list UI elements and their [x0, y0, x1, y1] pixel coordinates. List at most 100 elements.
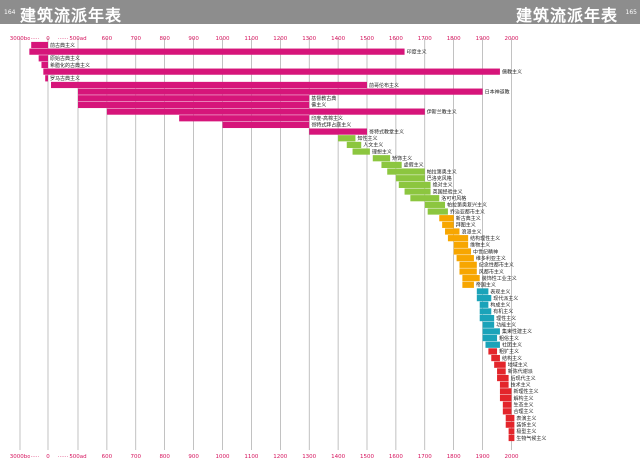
tick-label-top: 1200 — [273, 36, 287, 42]
timeline-bar — [447, 235, 469, 242]
timeline-bar — [499, 394, 512, 402]
timeline-bar — [45, 75, 48, 82]
timeline-bar — [372, 155, 391, 162]
bar-label: 绝对主义 — [433, 182, 453, 189]
timeline-bar — [51, 81, 367, 89]
bar-label: 结构理性主义 — [470, 235, 500, 242]
bar-label: 社团主义 — [502, 342, 522, 349]
bar-label: 前古典主义 — [50, 42, 75, 49]
timeline-bar — [427, 208, 448, 215]
bar-label: 伊斯兰教主义 — [427, 108, 457, 115]
timeline-bar — [352, 148, 370, 155]
bar-label: 新理性主义 — [514, 388, 539, 395]
tick-label-top: 1300 — [302, 36, 316, 42]
timeline-bar — [494, 361, 506, 368]
bar-label: 巴洛克风格 — [427, 175, 452, 182]
tick-label-bottom: 1200 — [273, 454, 287, 460]
tick-label-bottom: 1300 — [302, 454, 316, 460]
bar-label: 生态主义 — [514, 401, 534, 408]
bar-label: 乔治亚都市主义 — [450, 208, 485, 215]
page-number-left: 164 — [4, 9, 16, 16]
timeline-bar — [424, 201, 446, 208]
timeline-bar — [479, 315, 495, 322]
timeline-bar — [488, 348, 498, 355]
timeline-bar — [338, 135, 356, 142]
axis-break-bottom: ······ — [29, 454, 40, 460]
timeline-bar — [29, 48, 405, 55]
bar-label: 原始古典主义 — [50, 55, 80, 62]
tick-label-bottom: 1400 — [331, 454, 345, 460]
timeline-bar — [410, 195, 440, 202]
timeline-bar — [398, 181, 431, 188]
timeline-bar — [346, 141, 362, 149]
bar-label: 粗俗主义 — [499, 335, 519, 342]
timeline-bar — [38, 55, 48, 62]
tick-label-top: 2000 — [505, 36, 519, 42]
bar-label: 表现主义 — [490, 288, 510, 295]
timeline-bar — [442, 221, 454, 228]
bar-label: 日本神道教 — [485, 88, 510, 95]
bar-label: 哥特式教堂主义 — [369, 128, 404, 135]
timeline-bar — [78, 101, 310, 109]
bar-label: 理性主义 — [496, 315, 516, 322]
tick-label-bottom: 700 — [131, 454, 142, 460]
tick-label-bottom: 0 — [46, 454, 50, 460]
timeline-bar — [502, 408, 512, 415]
bar-label: 前哥伦布主义 — [369, 82, 399, 89]
timeline-bar — [476, 288, 489, 295]
timeline-bar — [476, 295, 492, 302]
bar-label: 技术主义 — [511, 382, 531, 389]
bar-label: 装饰性工业主义 — [482, 275, 517, 282]
bar-label: 人文主义 — [363, 142, 383, 149]
tick-label-top: 1600 — [389, 36, 403, 42]
tick-label-bottom: 900 — [188, 454, 199, 460]
page-header: 164 建筑流派年表 建筑流派年表 165 — [0, 0, 640, 25]
tick-label-top: 0 — [46, 36, 50, 42]
tick-label-bottom: 800 — [159, 454, 170, 460]
tick-label-bottom: 600 — [102, 454, 113, 460]
timeline-bar — [508, 434, 515, 442]
timeline-bar — [491, 354, 500, 362]
tick-label-bottom: 500ad — [69, 454, 86, 460]
tick-label-top: 500ad — [69, 36, 86, 42]
tick-label-top: 1100 — [244, 36, 258, 42]
timeline-bar — [497, 368, 506, 375]
tick-label-bottom: 1800 — [447, 454, 461, 460]
timeline-bar — [387, 168, 425, 175]
tick-label-bottom: 1100 — [244, 454, 258, 460]
tick-label-top: 700 — [131, 36, 142, 42]
page-number-right: 165 — [625, 9, 637, 16]
timeline-bar — [453, 241, 469, 248]
timeline-bar — [395, 175, 425, 182]
tick-label-bottom: 3000bc — [10, 454, 31, 460]
timeline-bar — [508, 428, 515, 435]
bar-label: 结构主义 — [502, 355, 522, 362]
tick-label-top: 800 — [159, 36, 170, 42]
bar-label: 现代派主义 — [493, 295, 518, 302]
bar-label: 印度-高棉主义 — [311, 115, 343, 122]
bar-label: 后现代主义 — [511, 375, 536, 382]
tick-label-bottom: 1900 — [476, 454, 490, 460]
timeline-bar — [31, 41, 48, 49]
bar-label: 构成主义 — [490, 302, 510, 309]
bar-label: 英国经验主义 — [433, 188, 463, 195]
timeline-bar — [482, 334, 498, 342]
bar-label: 装饰主义 — [516, 421, 536, 428]
bar-label: 希腊化的古典主义 — [50, 62, 90, 69]
timeline-bar — [482, 328, 500, 335]
tick-label-top: 3000bc — [10, 36, 31, 42]
timeline-bar — [381, 161, 402, 168]
tick-label-top: 600 — [102, 36, 113, 42]
timeline-bar — [499, 381, 509, 388]
bar-label: 功能主义 — [496, 322, 516, 329]
bar-label: 纪念性都市主义 — [479, 262, 514, 269]
tick-label-bottom: 1700 — [418, 454, 432, 460]
bar-label: 罗马古典主义 — [50, 75, 80, 82]
timeline-bar — [404, 188, 431, 195]
bar-label: 地域主义 — [508, 362, 528, 369]
timeline-bar — [459, 261, 477, 268]
bar-label: 中世纪精神 — [473, 248, 498, 255]
bar-label: 印度主义 — [407, 48, 427, 55]
bar-label: 粗犷主义 — [499, 348, 519, 355]
